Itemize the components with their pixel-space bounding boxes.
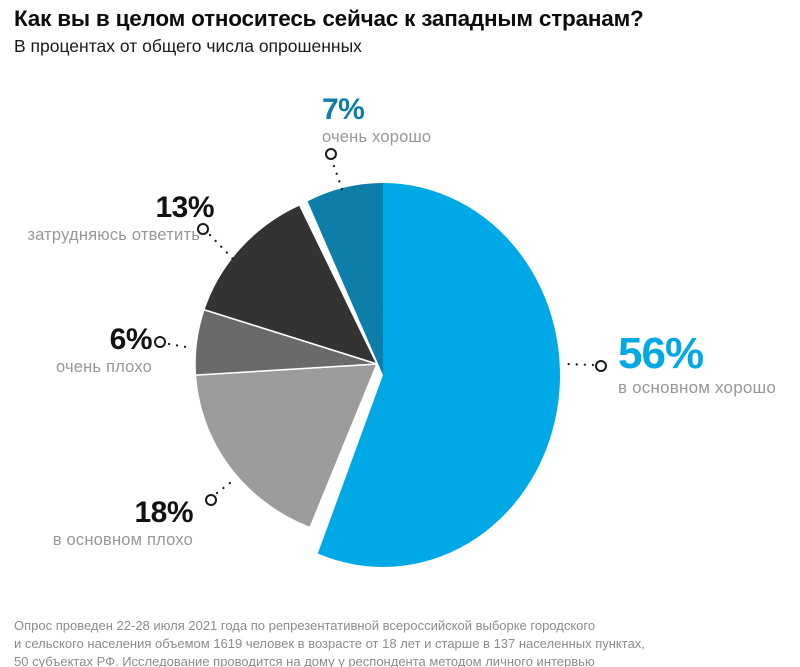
footnote-line: и сельского населения объемом 1619 челов…	[14, 635, 645, 651]
header: Как вы в целом относитесь сейчас к запад…	[14, 6, 790, 57]
pie-slice-3	[202, 203, 379, 366]
percent-mostly-good: 56%	[618, 329, 704, 378]
footnote: Опрос проведен 22-28 июля 2021 года по р…	[14, 617, 790, 667]
pie-slice-4	[307, 183, 383, 375]
percent-very-bad: 6%	[109, 323, 153, 356]
leader-line-2	[167, 342, 194, 350]
category-very-good: очень хорошо	[322, 127, 432, 146]
footnote-line: 50 субъектах РФ. Исследование проводится…	[14, 653, 595, 667]
leader-marker-1	[197, 223, 209, 235]
leader-marker-2	[154, 336, 166, 348]
label-very-good: 7% очень хорошо	[322, 94, 431, 146]
footnote-line: Опрос проведен 22-28 июля 2021 года по р…	[14, 618, 596, 633]
leader-line-0	[332, 164, 345, 194]
category-mostly-good: в основном хорошо	[618, 378, 777, 398]
leader-line-3	[215, 477, 237, 495]
label-mostly-bad: 18% в основном плохо	[40, 496, 194, 549]
page-title: Как вы в целом относитесь сейчас к запад…	[14, 6, 644, 31]
percent-mostly-bad: 18%	[134, 496, 193, 529]
percent-very-good: 7%	[322, 93, 365, 126]
category-mostly-bad: в основном плохо	[52, 530, 193, 549]
leader-line-4	[564, 362, 595, 367]
pie-slice-0	[317, 183, 560, 567]
percent-hard-to-answer: 13%	[155, 191, 214, 224]
leader-marker-3	[205, 494, 217, 506]
leader-marker-4	[595, 360, 607, 372]
page-subtitle: В процентах от общего числа опрошенных	[14, 35, 362, 56]
pie-slice-1	[194, 363, 379, 529]
leader-marker-0	[325, 148, 337, 160]
leader-line-1	[208, 233, 235, 261]
label-hard-to-answer: 13% затрудняюсь ответить	[20, 192, 214, 244]
label-mostly-good: 56% в основном хорошо	[618, 329, 777, 398]
category-very-bad: очень плохо	[55, 357, 152, 376]
label-very-bad: 6% очень плохо	[20, 323, 153, 376]
category-hard-to-answer: затрудняюсь ответить	[27, 225, 200, 244]
